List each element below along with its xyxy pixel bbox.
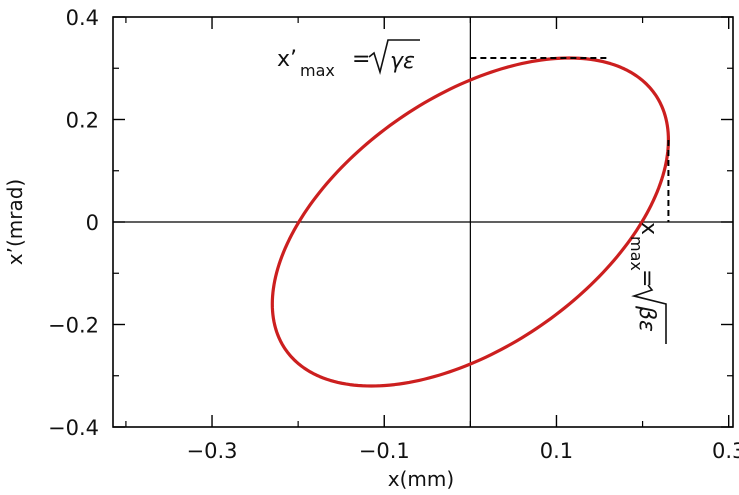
x-max-sqrt-sign [631, 284, 667, 344]
tick-labels: −0.3 −0.1 0.1 0.3 −0.4 −0.2 0 0.2 0.4 [48, 6, 739, 463]
xp-max-radicand: γε [390, 49, 415, 74]
plot-frame [112, 16, 734, 428]
y-tick-label: 0.4 [66, 6, 99, 30]
x-tick-label: 0.3 [712, 439, 739, 463]
xp-max-label-eq: = [352, 47, 370, 72]
x-max-label-main: x [636, 222, 661, 235]
x-max-label-eq: = [634, 269, 659, 287]
xp-max-label-main: x’ [277, 47, 297, 72]
xp-max-sqrt-sign [368, 39, 420, 75]
x-tick-label: −0.1 [359, 439, 410, 463]
x-max-label-sub: max [627, 236, 646, 271]
y-tick-label: −0.4 [48, 416, 99, 440]
y-axis-label: x’(mrad) [3, 179, 27, 265]
y-tick-label: −0.2 [48, 314, 99, 338]
xp-max-annotation: x’ max = γε [277, 39, 420, 80]
x-tick-label: −0.3 [187, 439, 238, 463]
x-axis-label: x(mm) [388, 467, 454, 491]
y-tick-label: 0 [86, 211, 99, 235]
xp-max-label-sub: max [300, 61, 335, 80]
zero-lines [113, 17, 733, 427]
y-tick-label: 0.2 [66, 109, 99, 133]
x-max-radicand: βε [634, 305, 659, 332]
series-layer [270, 56, 671, 388]
x-tick-label: 0.1 [540, 439, 573, 463]
phase-ellipse [270, 56, 671, 388]
x-max-annotation: x max = βε [627, 222, 667, 344]
